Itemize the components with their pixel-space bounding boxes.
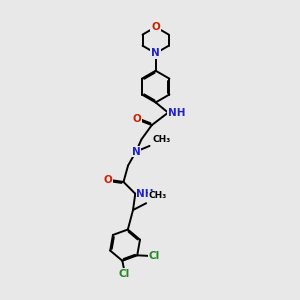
Text: CH₃: CH₃ xyxy=(153,135,171,144)
Text: O: O xyxy=(151,22,160,32)
Text: Cl: Cl xyxy=(148,251,160,262)
Text: N: N xyxy=(151,48,160,58)
Text: N: N xyxy=(132,147,140,157)
Text: NH: NH xyxy=(168,108,186,118)
Text: Cl: Cl xyxy=(119,269,130,279)
Text: O: O xyxy=(104,175,112,185)
Text: O: O xyxy=(133,114,142,124)
Text: NH: NH xyxy=(136,189,154,199)
Text: CH₃: CH₃ xyxy=(148,191,167,200)
